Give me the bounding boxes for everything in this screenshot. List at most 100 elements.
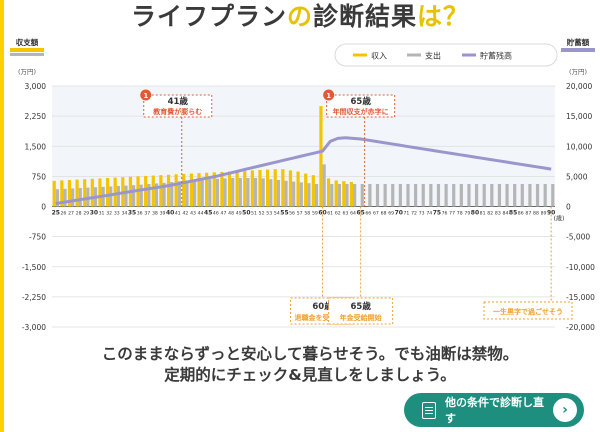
document-icon [422,401,436,419]
right-axis-swatch-savings [561,48,595,52]
result-message-line1: このままならずっと安心して暮らせそう。でも油断は禁物。 [101,345,519,363]
age-tick-36: 36 [137,211,143,217]
age-tick-75: 75 [433,210,441,217]
bar-expense-64 [353,184,357,207]
bar-expense-69 [391,184,395,207]
bar-expense-46 [215,178,220,207]
bar-expense-32 [109,186,113,207]
title-part2: の [286,2,313,31]
life-plan-chart: 収支額(万円)貯蓄額(万円)3,0002,2501,5007500-750-1,… [10,37,595,332]
bar-income-53 [266,169,270,207]
age-tick-61: 61 [327,211,333,217]
age-tick-76: 76 [442,211,448,217]
bar-expense-38 [154,183,159,207]
bar-expense-73 [421,184,425,207]
left-tick-label-2: 1,500 [25,142,47,151]
age-tick-40: 40 [166,210,174,217]
age-tick-38: 38 [152,211,158,217]
age-tick-67: 67 [373,211,379,217]
left-tick-label-8: -3,000 [22,323,46,332]
bar-income-33 [113,177,117,207]
bar-expense-56 [292,181,296,207]
left-axis-unit: (万円) [18,68,36,76]
age-tick-87: 87 [525,211,531,217]
age-tick-51: 51 [251,211,257,217]
bar-expense-74 [429,184,433,207]
bar-expense-63 [345,184,349,207]
age-tick-85: 85 [509,210,517,217]
line-savings [55,136,552,205]
right-tick-label-3: 5,000 [566,172,588,181]
bar-expense-82 [490,184,494,207]
legend-label-0: 収入 [371,51,387,61]
age-tick-25: 25 [52,210,60,217]
bar-expense-76 [444,184,448,207]
age-tick-49: 49 [236,211,242,217]
age-tick-58: 58 [304,211,310,217]
age-tick-65: 65 [356,210,364,217]
bar-expense-40 [170,181,174,207]
age-tick-43: 43 [190,211,196,217]
age-tick-27: 27 [68,211,74,217]
bar-income-30 [90,178,94,207]
bar-income-39 [159,175,163,207]
left-tick-label-0: 3,000 [25,82,47,91]
age-tick-46: 46 [213,211,219,217]
right-tick-label-7: -15,000 [566,293,595,302]
bar-expense-59 [314,184,319,207]
right-tick-label-5: -5,000 [566,233,590,242]
bar-expense-43 [192,179,197,207]
callout-box-2 [483,301,573,320]
bar-expense-81 [482,184,486,207]
bar-income-60 [319,106,323,207]
age-tick-90: 90 [547,210,555,217]
bar-expense-58 [307,183,311,207]
left-tick-label-4: 0 [41,203,46,212]
age-tick-26: 26 [61,211,67,217]
age-tick-63: 63 [342,211,348,217]
bar-expense-44 [200,179,204,207]
age-tick-68: 68 [381,211,387,217]
annotation-age-1: 65歳 [350,96,371,107]
age-tick-37: 37 [144,211,150,217]
bar-expense-42 [185,180,189,207]
bar-income-46 [212,172,216,207]
age-tick-70: 70 [395,210,403,217]
bar-income-49 [235,171,239,207]
bar-income-44 [197,173,201,207]
annotation-badge-text-0: 1 [143,92,148,100]
bar-expense-71 [406,184,410,207]
legend-label-2: 貯蓄残高 [480,51,512,61]
right-tick-label-6: -10,000 [566,263,595,272]
left-tick-label-6: -1,500 [22,263,46,272]
right-axis-unit: (万円) [569,68,587,76]
bar-income-61 [326,178,331,207]
bar-expense-78 [459,184,463,207]
age-tick-47: 47 [221,211,227,217]
bar-expense-33 [116,186,120,207]
age-tick-31: 31 [99,211,105,217]
age-tick-28: 28 [76,211,82,217]
bar-expense-79 [467,184,471,207]
bar-expense-67 [375,184,380,207]
age-tick-50: 50 [242,210,250,217]
arrow-right-icon: › [553,398,577,422]
right-tick-label-1: 15,000 [566,112,592,121]
bar-expense-86 [520,184,524,207]
rediagnose-button[interactable]: 他の条件で診断し直す › [404,393,584,427]
bar-income-26 [60,180,64,207]
callout-label-2: 一生黒字で過ごせそう [493,307,563,316]
left-tick-label-1: 2,250 [25,112,47,121]
age-tick-74: 74 [426,211,432,217]
age-tick-53: 53 [266,211,272,217]
accent-bar [0,0,4,432]
annotation-badge-text-1: 1 [326,92,331,100]
age-tick-72: 72 [411,211,417,217]
age-tick-79: 79 [464,211,470,217]
age-tick-81: 81 [480,211,486,217]
left-tick-label-7: -2,250 [22,293,46,302]
bar-expense-75 [436,184,441,207]
bar-expense-52 [261,178,265,207]
bar-income-41 [174,174,178,207]
bar-income-43 [189,173,193,207]
